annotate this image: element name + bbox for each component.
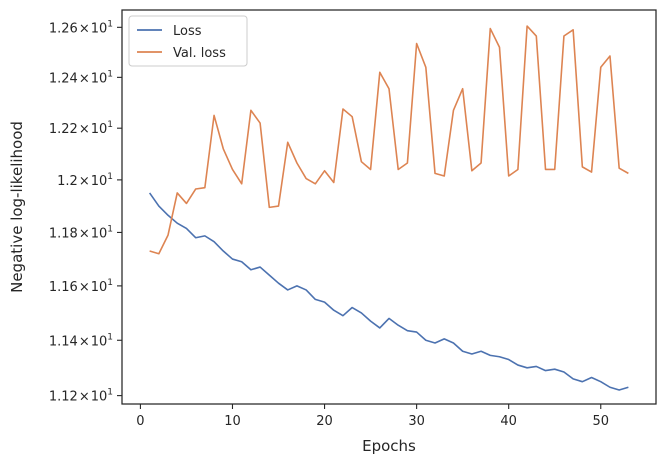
y-tick-label-base: 10 xyxy=(91,174,108,189)
y-tick-label-mantissa: 1.16 xyxy=(49,280,78,295)
y-tick-label-base: 10 xyxy=(91,226,108,241)
x-tick-label: 40 xyxy=(500,414,517,429)
y-tick-label-times: × xyxy=(79,334,90,349)
y-tick-label-times: × xyxy=(79,226,90,241)
y-tick-label: 1.26×101 xyxy=(49,19,113,36)
y-tick-label-exp: 1 xyxy=(107,69,113,79)
y-tick-label: 1.18×101 xyxy=(49,224,113,241)
x-tick-label: 30 xyxy=(408,414,425,429)
series-line-val-loss xyxy=(149,25,629,255)
y-tick-label: 1.14×101 xyxy=(49,332,113,349)
y-tick-label-base: 10 xyxy=(91,390,108,405)
y-axis-label: Negative log-likelihood xyxy=(8,121,26,293)
y-tick-label-base: 10 xyxy=(91,280,108,295)
y-tick-label-exp: 1 xyxy=(107,388,113,398)
y-tick-label-times: × xyxy=(79,21,90,36)
y-tick-label-exp: 1 xyxy=(107,278,113,288)
x-axis-label: Epochs xyxy=(362,437,416,455)
y-tick-label-mantissa: 1.24 xyxy=(49,71,78,86)
legend-label-val-loss: Val. loss xyxy=(173,46,226,61)
legend-label-loss: Loss xyxy=(173,24,202,39)
y-tick-label-mantissa: 1.2 xyxy=(57,174,78,189)
legend-box xyxy=(128,15,248,67)
y-tick-label-base: 10 xyxy=(91,21,108,36)
legend: Loss Val. loss xyxy=(128,15,248,67)
y-tick-label-mantissa: 1.26 xyxy=(49,21,78,36)
y-tick-label-exp: 1 xyxy=(107,19,113,29)
x-tick-label: 20 xyxy=(316,414,333,429)
y-tick-label-exp: 1 xyxy=(107,332,113,342)
series-layer xyxy=(148,25,629,391)
y-tick-label-exp: 1 xyxy=(107,224,113,234)
y-tick-label-mantissa: 1.14 xyxy=(49,334,78,349)
y-axis: 1.12×1011.14×1011.16×1011.18×1011.2×1011… xyxy=(49,19,122,405)
y-tick-label-mantissa: 1.22 xyxy=(49,122,78,137)
y-tick-label-base: 10 xyxy=(91,71,108,86)
y-tick-label-mantissa: 1.12 xyxy=(49,390,78,405)
y-tick-label-base: 10 xyxy=(91,122,108,137)
y-tick-label: 1.16×101 xyxy=(49,278,113,295)
x-tick-label: 50 xyxy=(592,414,609,429)
y-tick-label-times: × xyxy=(79,280,90,295)
y-tick-label-times: × xyxy=(79,390,90,405)
y-tick-label: 1.12×101 xyxy=(49,388,113,405)
x-tick-label: 10 xyxy=(224,414,241,429)
x-axis: 0 10 20 30 40 50 xyxy=(136,404,609,429)
y-tick-label-exp: 1 xyxy=(107,120,113,130)
y-tick-label-times: × xyxy=(79,174,90,189)
y-tick-label-exp: 1 xyxy=(107,172,113,182)
y-tick-label-times: × xyxy=(79,122,90,137)
y-tick-label: 1.24×101 xyxy=(49,69,113,86)
y-tick-label-base: 10 xyxy=(91,334,108,349)
plot-frame xyxy=(121,9,657,405)
series-line-loss xyxy=(148,192,629,391)
y-tick-label-mantissa: 1.18 xyxy=(49,226,78,241)
y-tick-label: 1.2×101 xyxy=(57,172,113,189)
y-tick-label: 1.22×101 xyxy=(49,120,113,137)
y-tick-label-times: × xyxy=(79,71,90,86)
x-tick-label: 0 xyxy=(136,414,144,429)
